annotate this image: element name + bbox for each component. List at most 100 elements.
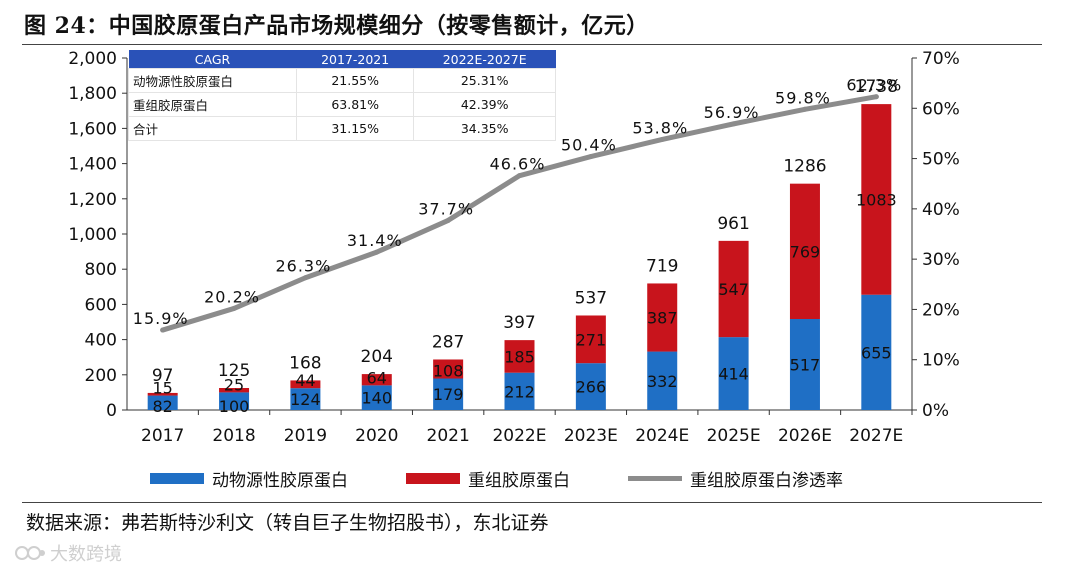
x-tick-label: 2017 — [141, 426, 184, 446]
penetration-rate-point — [446, 218, 451, 223]
data-label-recombinant: 64 — [367, 368, 387, 387]
y-left-tick-label: 200 — [85, 366, 117, 386]
data-label-recombinant: 547 — [718, 280, 749, 299]
penetration-rate-label: 46.6% — [490, 155, 546, 174]
penetration-rate-label: 37.7% — [418, 199, 474, 218]
penetration-rate-point — [588, 154, 593, 159]
penetration-rate-point — [660, 137, 665, 142]
x-tick-label: 2024E — [635, 426, 689, 446]
x-tick-label: 2018 — [212, 426, 255, 446]
y-left-tick-label: 800 — [85, 260, 117, 280]
y-right-tick-label: 50% — [922, 150, 960, 170]
y-left-tick-label: 1,600 — [68, 119, 117, 139]
cagr-row-label: 合计 — [129, 117, 297, 141]
legend-swatch-recombinant — [406, 473, 460, 484]
data-label-recombinant: 387 — [647, 309, 678, 328]
x-tick-label: 2020 — [355, 426, 398, 446]
y-left-tick-label: 600 — [85, 295, 117, 315]
data-label-recombinant: 108 — [433, 361, 464, 380]
y-left-tick-label: 1,000 — [68, 225, 117, 245]
penetration-rate-point — [160, 328, 165, 333]
penetration-rate-point — [232, 306, 237, 311]
penetration-rate-point — [802, 107, 807, 112]
y-left-tick-label: 1,400 — [68, 155, 117, 175]
legend-item-recombinant: 重组胶原蛋白 — [406, 466, 570, 491]
penetration-rate-label: 15.9% — [133, 309, 189, 328]
y-right-tick-label: 30% — [922, 250, 960, 270]
penetration-rate-label: 53.8% — [632, 118, 688, 137]
penetration-rate-label: 59.8% — [775, 88, 831, 107]
data-label-total: 397 — [503, 313, 535, 333]
legend-swatch-animal — [150, 473, 204, 484]
penetration-rate-label: 20.2% — [204, 287, 260, 306]
data-label-total: 537 — [575, 288, 607, 308]
legend-label-penetration: 重组胶原蛋白渗透率 — [690, 466, 843, 491]
cagr-value: 34.35% — [414, 117, 556, 141]
legend-label-animal: 动物源性胶原蛋白 — [212, 466, 348, 491]
data-label-total: 97 — [152, 366, 174, 386]
y-left-tick-label: 2,000 — [68, 49, 117, 69]
x-tick-label: 2027E — [849, 426, 903, 446]
y-right-tick-label: 10% — [922, 351, 960, 371]
data-label-recombinant: 271 — [576, 330, 607, 349]
data-label-animal: 140 — [361, 389, 392, 408]
data-label-recombinant: 769 — [790, 242, 821, 261]
cagr-value: 25.31% — [414, 69, 556, 93]
penetration-rate-point — [303, 275, 308, 280]
cagr-value: 63.81% — [296, 93, 413, 117]
data-label-animal: 332 — [647, 372, 678, 391]
data-label-animal: 266 — [576, 378, 607, 397]
data-label-total: 961 — [717, 214, 749, 234]
penetration-rate-point — [731, 121, 736, 126]
y-right-tick-label: 60% — [922, 99, 960, 119]
data-label-animal: 179 — [433, 385, 464, 404]
source-note: 数据来源：弗若斯特沙利文（转自巨子生物招股书），东北证券 — [26, 508, 549, 535]
cagr-value: 31.15% — [296, 117, 413, 141]
data-label-animal: 655 — [861, 343, 892, 362]
legend-item-animal: 动物源性胶原蛋白 — [150, 466, 348, 491]
watermark-text: 大数跨境 — [50, 540, 122, 566]
data-label-total: 125 — [218, 361, 250, 381]
data-label-recombinant: 1083 — [856, 190, 897, 209]
data-label-total: 719 — [646, 256, 678, 276]
table-row: 重组胶原蛋白 63.81% 42.39% — [129, 93, 556, 117]
y-right-tick-label: 70% — [922, 49, 960, 69]
y-right-tick-label: 20% — [922, 300, 960, 320]
data-label-animal: 124 — [290, 390, 321, 409]
penetration-rate-label: 62.3% — [846, 76, 902, 95]
cagr-header-2017-2021: 2017-2021 — [296, 50, 413, 69]
cagr-row-label: 动物源性胶原蛋白 — [129, 69, 297, 93]
data-label-total: 168 — [289, 353, 321, 373]
cagr-header-2022e-2027e: 2022E-2027E — [414, 50, 556, 69]
y-left-tick-label: 1,800 — [68, 84, 117, 104]
x-tick-label: 2023E — [564, 426, 618, 446]
penetration-rate-label: 26.3% — [275, 257, 331, 276]
legend-item-penetration: 重组胶原蛋白渗透率 — [628, 466, 843, 491]
data-label-animal: 100 — [219, 397, 250, 416]
legend-label-recombinant: 重组胶原蛋白 — [468, 466, 570, 491]
chart-legend: 动物源性胶原蛋白 重组胶原蛋白 重组胶原蛋白渗透率 — [150, 466, 901, 491]
x-tick-label: 2022E — [492, 426, 546, 446]
y-left-tick-label: 0 — [106, 401, 117, 421]
cagr-value: 21.55% — [296, 69, 413, 93]
data-label-total: 1286 — [783, 157, 826, 177]
cagr-value: 42.39% — [414, 93, 556, 117]
legend-swatch-penetration — [628, 476, 682, 481]
table-row: 合计 31.15% 34.35% — [129, 117, 556, 141]
watermark: 大数跨境 — [14, 540, 122, 566]
cagr-header-label: CAGR — [129, 50, 297, 69]
source-divider — [22, 502, 1042, 503]
penetration-rate-point — [517, 173, 522, 178]
penetration-rate-label: 50.4% — [561, 136, 617, 155]
data-label-animal: 517 — [790, 356, 821, 375]
cagr-table: CAGR 2017-2021 2022E-2027E 动物源性胶原蛋白 21.5… — [128, 50, 556, 141]
data-label-total: 204 — [361, 347, 393, 367]
cagr-table-header-row: CAGR 2017-2021 2022E-2027E — [129, 50, 556, 69]
x-tick-label: 2025E — [707, 426, 761, 446]
x-tick-label: 2026E — [778, 426, 832, 446]
table-row: 动物源性胶原蛋白 21.55% 25.31% — [129, 69, 556, 93]
x-tick-label: 2021 — [427, 426, 470, 446]
data-label-recombinant: 44 — [295, 371, 315, 390]
penetration-rate-label: 56.9% — [704, 103, 760, 122]
data-label-animal: 212 — [504, 382, 535, 401]
